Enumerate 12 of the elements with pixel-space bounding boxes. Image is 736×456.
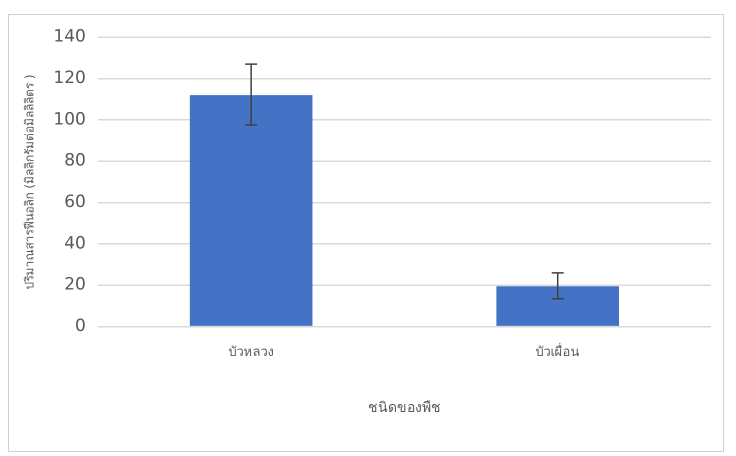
y-tick-label: 80 bbox=[64, 150, 86, 171]
y-tick-label: 140 bbox=[53, 26, 86, 47]
y-tick-label: 40 bbox=[64, 233, 86, 254]
y-tick-label: 0 bbox=[75, 316, 86, 336]
x-tick-label: บัวเผื่อน bbox=[536, 342, 580, 360]
y-tick-label: 20 bbox=[64, 274, 86, 295]
x-axis-title: ชนิดของพืช bbox=[368, 400, 441, 416]
y-tick-label: 60 bbox=[64, 192, 86, 212]
y-tick-label: 120 bbox=[53, 68, 86, 88]
y-tick-label: 100 bbox=[53, 109, 86, 130]
x-tick-label: บัวหลวง bbox=[228, 344, 274, 360]
y-axis-title: ปริมาณสารฟีนอลิก (มิลลิกรัมต่อมิลลิลิตร ) bbox=[22, 74, 36, 290]
